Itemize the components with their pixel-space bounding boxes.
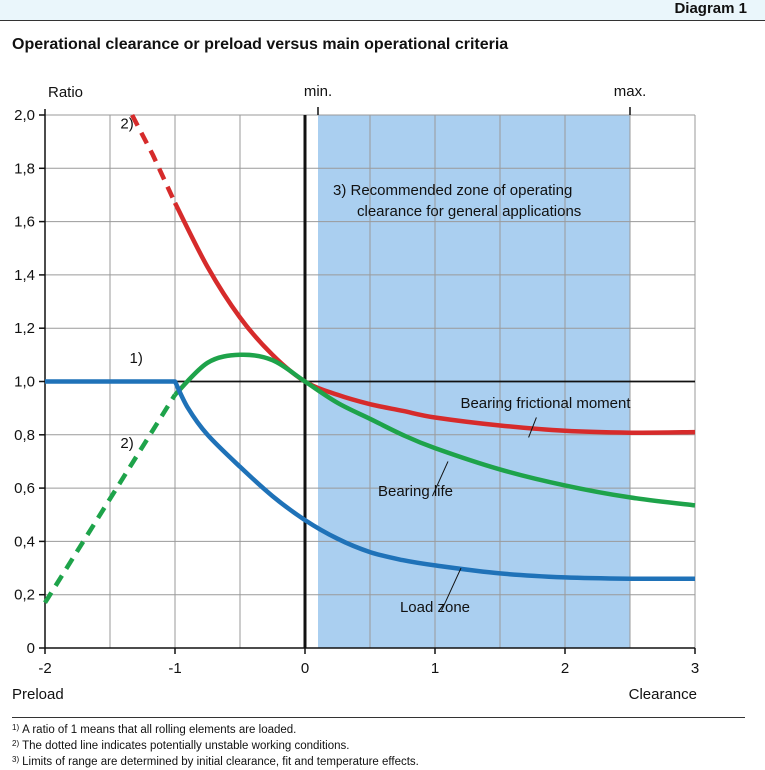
series-load-zone (45, 379, 696, 582)
annotation: 2) (120, 115, 133, 132)
leader-load (441, 567, 462, 611)
marker-max-label: max. (614, 83, 647, 100)
x-tick-label: 3 (691, 660, 699, 677)
y-tick-label: 0,2 (14, 587, 35, 604)
chart: 0 0,2 0,4 0,6 0,8 1,0 1,2 1,4 1,6 1,8 2,0 -2 -1 0 1 2 3 R… (12, 83, 699, 703)
y-tick-label: 1,6 (14, 214, 35, 231)
y-tick-label: 1,2 (14, 320, 35, 337)
diagram-label: Diagram 1 (674, 0, 747, 17)
annotation: Bearing frictional moment (460, 395, 631, 412)
y-tick-label: 0,8 (14, 427, 35, 444)
y-tick-label: 2,0 (14, 107, 35, 124)
x-axis-label-preload: Preload (12, 686, 64, 703)
x-tick-label: -1 (168, 660, 181, 677)
y-tick-label: 1,0 (14, 374, 35, 391)
marker-min-label: min. (304, 83, 332, 100)
series-bearing-life (173, 352, 696, 508)
annotation: Load zone (400, 599, 470, 616)
zone-label-line-2: clearance for general applications (357, 203, 581, 220)
y-tick-label: 0,4 (14, 533, 35, 550)
zone-label-line-1: 3) Recommended zone of operating (333, 182, 572, 199)
footnote-rule (12, 717, 745, 718)
series-bearing-frictional-moment (172, 201, 696, 435)
x-tick-label: 1 (431, 660, 439, 677)
y-tick-label: 0 (27, 640, 35, 657)
footnote-mark: 3) (12, 755, 20, 764)
footnote-2: 2) The dotted line indicates potentially … (12, 737, 419, 753)
annotation: Bearing life (378, 483, 453, 500)
top-band (0, 0, 765, 20)
annotation: 1) (130, 350, 143, 367)
x-axis-label-clearance: Clearance (629, 686, 697, 703)
chart-title: Operational clearance or preload versus … (12, 36, 509, 53)
leader-life (431, 461, 449, 497)
y-axis-label: Ratio (48, 84, 83, 101)
x-tick-label: 2 (561, 660, 569, 677)
series-bearing-life-unstable (43, 393, 177, 604)
leader-frictional (528, 417, 537, 438)
footnote-1: 1) A ratio of 1 means that all rolling el… (12, 721, 419, 737)
footnotes: 1) A ratio of 1 means that all rolling el… (12, 721, 419, 769)
annotation: 2) (120, 435, 133, 452)
footnote-text: A ratio of 1 means that all rolling elem… (22, 724, 297, 736)
footnote-3: 3) Limits of range are determined by init… (12, 753, 419, 769)
footnote-text: The dotted line indicates potentially un… (22, 740, 350, 752)
footnote-text: Limits of range are determined by initia… (22, 756, 419, 768)
footnote-mark: 1) (12, 723, 20, 732)
x-tick-label: -2 (38, 660, 51, 677)
y-tick-label: 1,8 (14, 160, 35, 177)
footnote-mark: 2) (12, 739, 20, 748)
y-tick-label: 1,4 (14, 267, 35, 284)
y-tick-label: 0,6 (14, 480, 35, 497)
header-rule (0, 20, 765, 21)
series-bearing-frictional-moment-unstable (130, 113, 178, 204)
x-tick-label: 0 (301, 660, 309, 677)
